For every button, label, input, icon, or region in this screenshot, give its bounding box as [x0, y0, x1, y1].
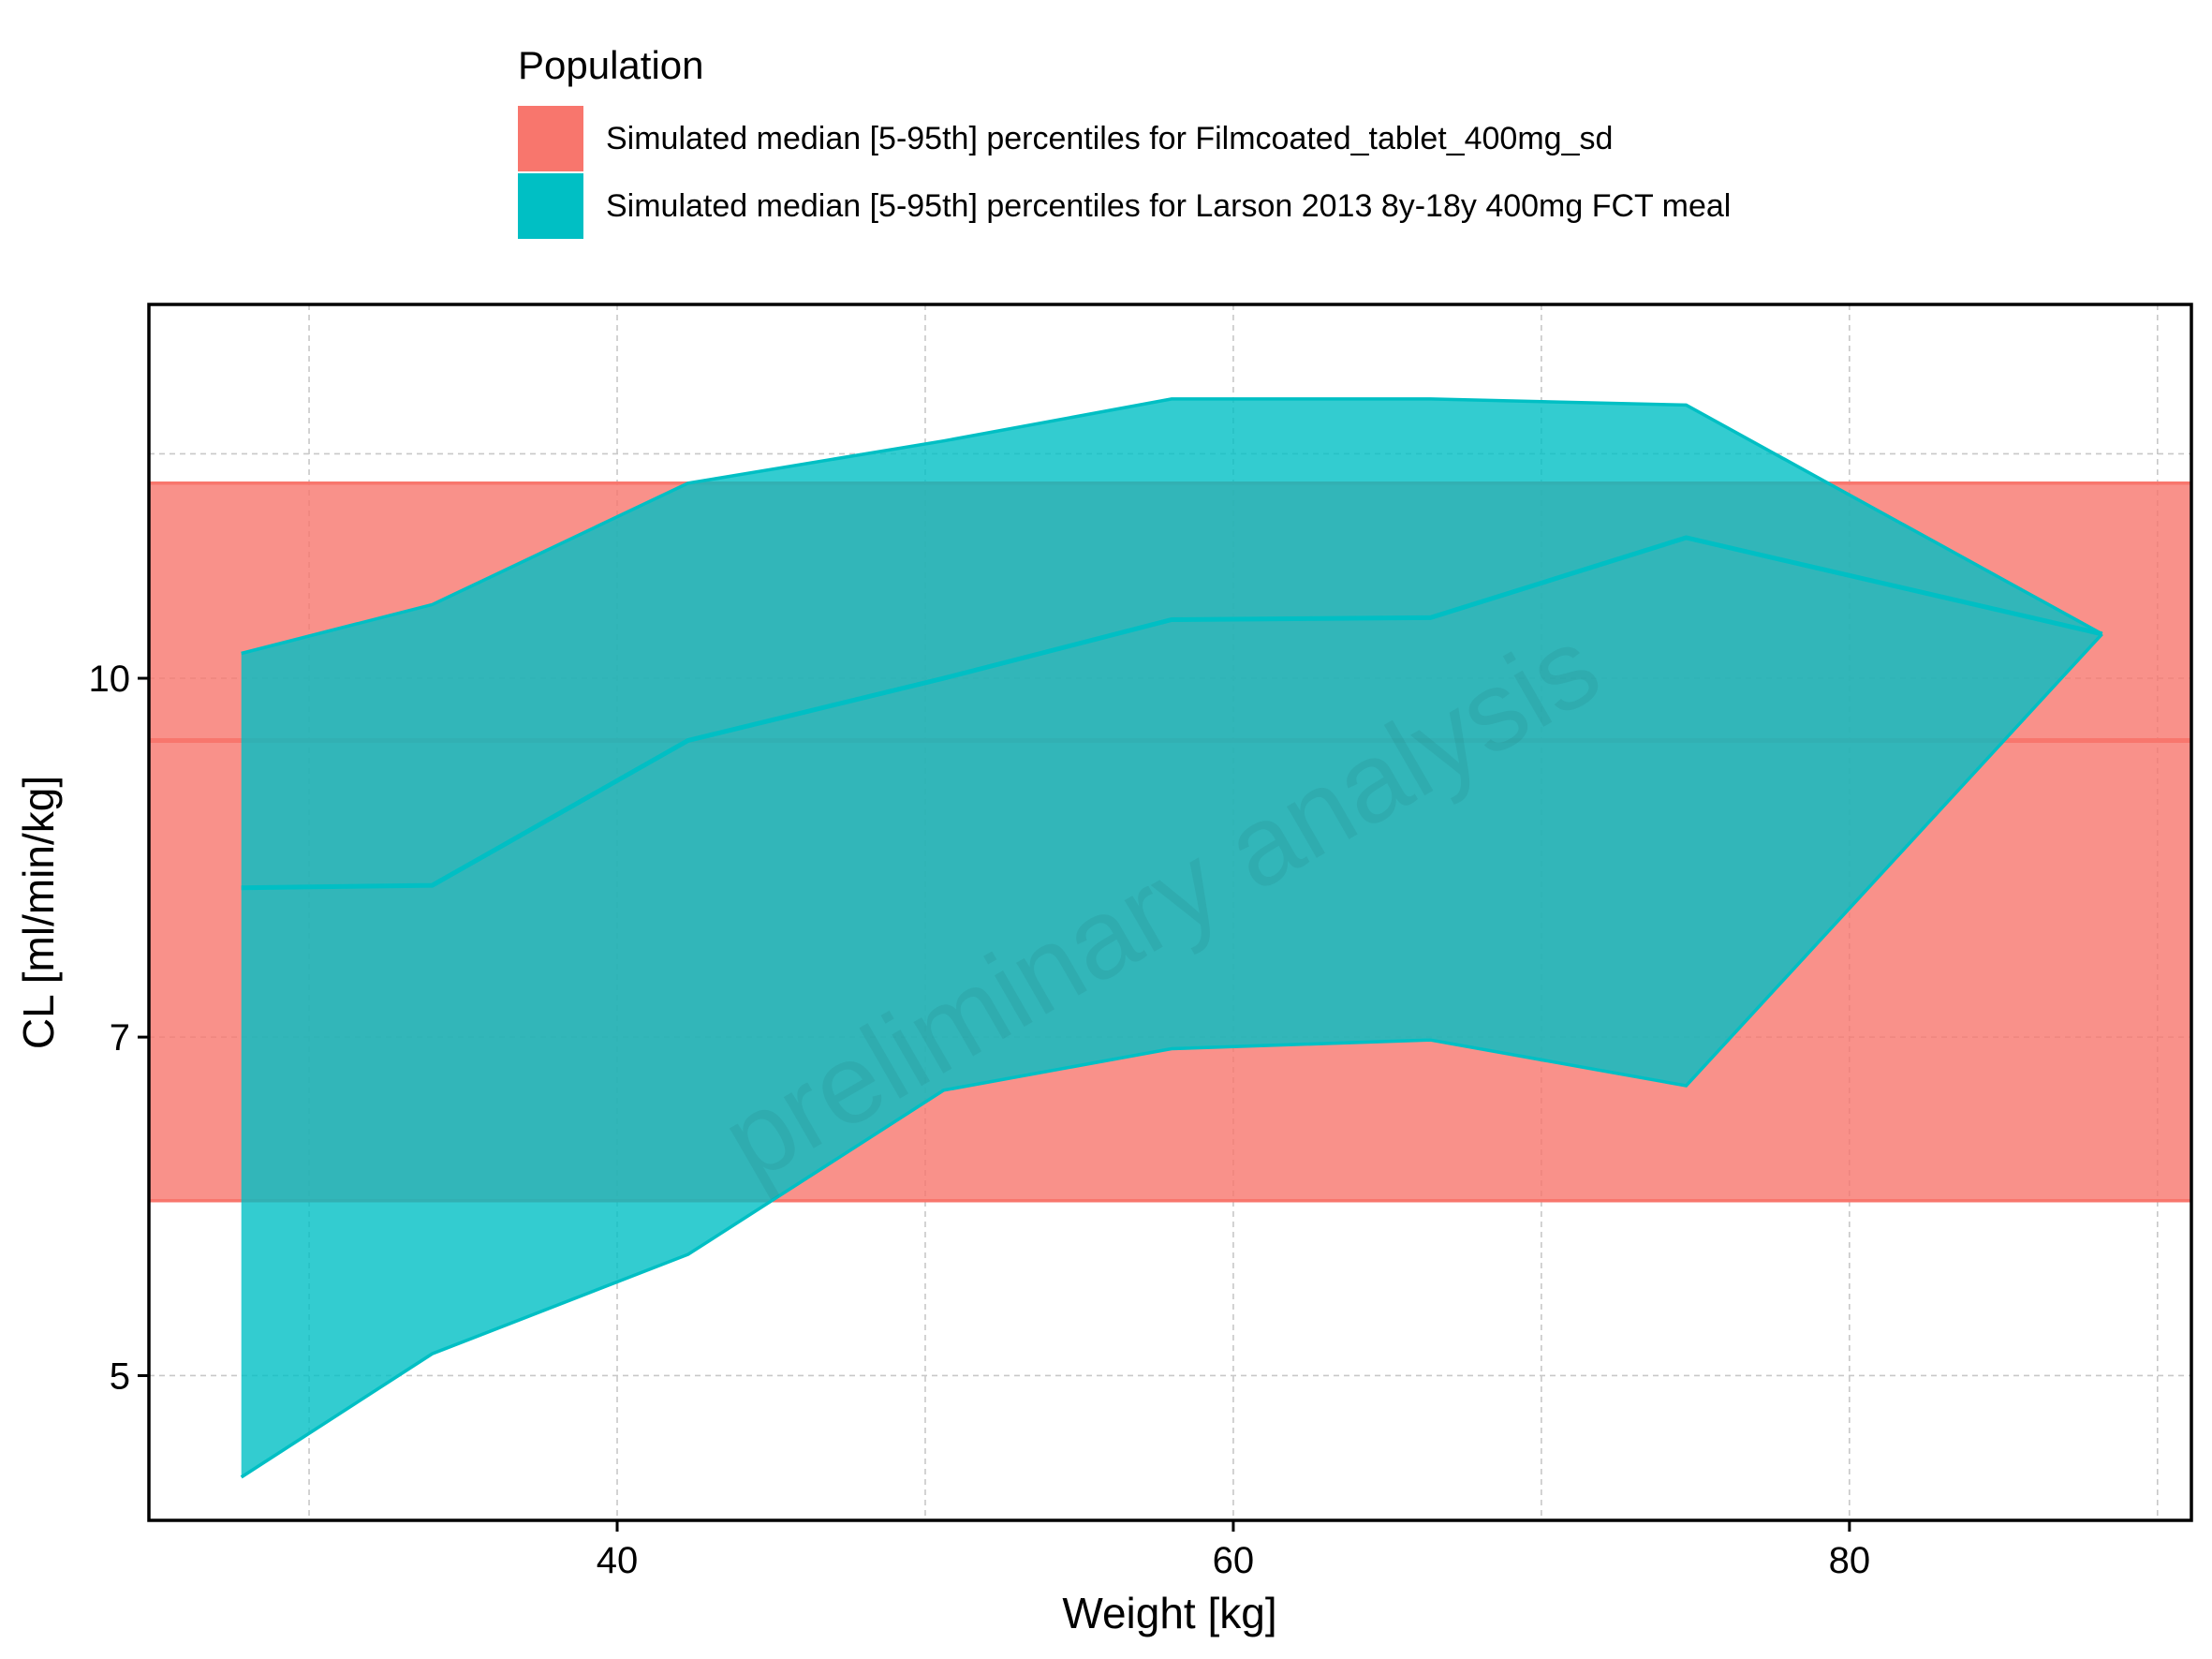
y-axis-label: CL [ml/min/kg] [14, 776, 63, 1049]
legend-swatch-larson [518, 173, 583, 239]
data-series [149, 397, 2191, 1479]
x-tick-label-40: 40 [597, 1540, 639, 1581]
x-tick-label-80: 80 [1829, 1540, 1871, 1581]
legend-label-filmcoated: Simulated median [5-95th] percentiles fo… [606, 120, 1614, 156]
legend: Population Simulated median [5-95th] per… [518, 39, 1731, 240]
legend-item-filmcoated: Simulated median [5-95th] percentiles fo… [518, 105, 1731, 172]
x-tick-label-60: 60 [1213, 1540, 1255, 1581]
legend-title: Population [518, 43, 704, 87]
y-tick-label-5: 5 [110, 1355, 130, 1397]
legend-item-larson: Simulated median [5-95th] percentiles fo… [518, 172, 1731, 240]
ribbon-larson [241, 398, 2102, 1477]
lower-line-larson [240, 632, 2103, 1479]
legend-label-larson: Simulated median [5-95th] percentiles fo… [606, 187, 1732, 224]
plot-border [147, 303, 2193, 1522]
legend-swatch-filmcoated [518, 106, 583, 171]
median-line-larson [241, 535, 2103, 891]
x-axis-label: Weight [kg] [1062, 1589, 1276, 1637]
upper-line-larson [241, 397, 2103, 656]
y-tick-label-7: 7 [110, 1017, 130, 1059]
y-tick-label-10: 10 [89, 659, 131, 700]
axes: 40 60 80 5 7 10 [89, 659, 1871, 1581]
